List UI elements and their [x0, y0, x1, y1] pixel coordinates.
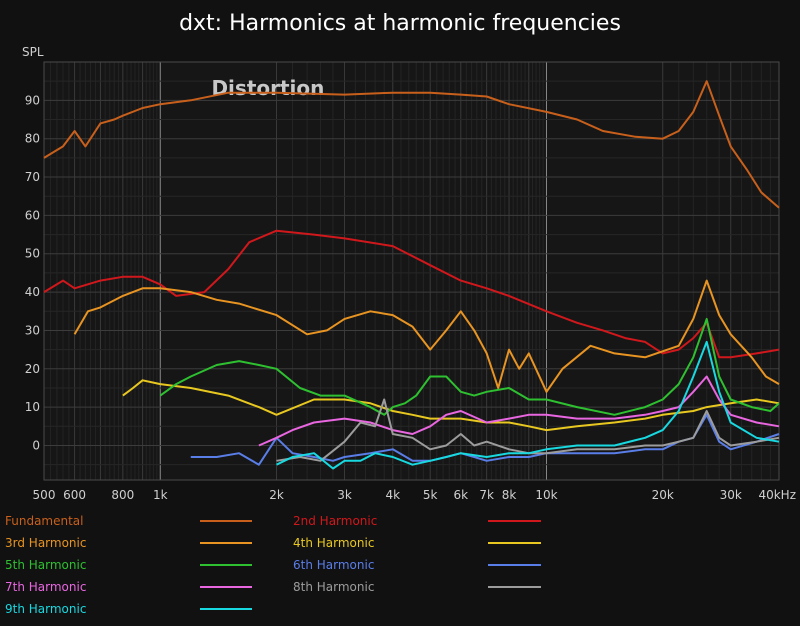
y-axis-label: SPL: [22, 45, 44, 59]
y-tick-label: 20: [25, 362, 40, 376]
series-line-2: [43, 229, 780, 359]
x-tick-label: 2k: [269, 488, 284, 502]
plot-background: [44, 62, 779, 480]
chart-title: dxt: Harmonics at harmonic frequencies: [179, 11, 621, 36]
y-tick-label: 70: [25, 170, 40, 184]
series-line-1: [43, 80, 780, 209]
series-line-5: [159, 317, 780, 416]
y-tick-label: 80: [25, 132, 40, 146]
x-tick-label: 4k: [385, 488, 400, 502]
x-tick-label: 30k: [720, 488, 742, 502]
legend-label: 6th Harmonic: [293, 558, 374, 572]
x-tick-label: 3k: [337, 488, 352, 502]
legend-label: 8th Harmonic: [293, 580, 374, 594]
x-tick-label: 6k: [453, 488, 468, 502]
legend: Fundamental 2nd Harmonic 3rd Harmonic 4th H…: [5, 514, 541, 616]
x-tick-label: 8k: [502, 488, 517, 502]
series-lines: [43, 80, 780, 470]
x-tick-label: 1k: [153, 488, 168, 502]
x-tick-label: 500: [33, 488, 56, 502]
y-tick-label: 30: [25, 323, 40, 337]
x-tick-label: 5k: [423, 488, 438, 502]
x-tick-label: 600: [63, 488, 86, 502]
y-tick-labels: 0 10 20 30 40 50 60 70 80 90: [25, 93, 40, 452]
x-tick-label: 10k: [535, 488, 557, 502]
plot-frame: [43, 61, 780, 481]
y-tick-label: 0: [32, 438, 40, 452]
x-tick-label: 7k: [479, 488, 494, 502]
y-tick-label: 50: [25, 247, 40, 261]
series-line-7: [258, 375, 780, 447]
grid: [43, 62, 780, 480]
legend-label: 5th Harmonic: [5, 558, 86, 572]
legend-label: 9th Harmonic: [5, 602, 86, 616]
distortion-annotation: Distortion: [211, 76, 324, 100]
x-tick-label: 800: [111, 488, 134, 502]
legend-label: 4th Harmonic: [293, 536, 374, 550]
series-line-9: [276, 340, 780, 470]
series-line-3: [73, 279, 780, 393]
y-tick-label: 10: [25, 400, 40, 414]
y-tick-label: 60: [25, 208, 40, 222]
x-tick-label: 40kHz: [758, 488, 796, 502]
legend-label: Fundamental: [5, 514, 84, 528]
x-tick-labels: 500 600 800 1k 2k 3k 4k 5k 6k 7k 8k 10k 20k 30k 40kHz: [33, 488, 796, 502]
legend-label: 7th Harmonic: [5, 580, 86, 594]
y-tick-label: 90: [25, 93, 40, 107]
legend-label: 3rd Harmonic: [5, 536, 86, 550]
legend-label: 2nd Harmonic: [293, 514, 377, 528]
x-tick-label: 20k: [652, 488, 674, 502]
series-line-8: [276, 398, 780, 462]
y-tick-label: 40: [25, 285, 40, 299]
